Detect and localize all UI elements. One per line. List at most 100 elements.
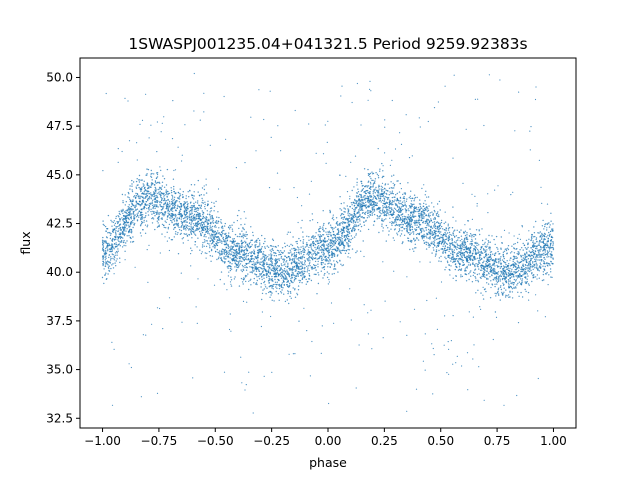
data-point	[159, 190, 161, 193]
data-point	[393, 185, 395, 187]
data-point	[111, 230, 114, 233]
data-point	[338, 231, 340, 233]
data-point	[531, 255, 533, 257]
data-point	[302, 241, 304, 243]
data-point	[243, 254, 245, 256]
data-point	[278, 259, 280, 262]
data-point	[504, 280, 507, 283]
data-point	[527, 270, 529, 272]
data-point	[438, 237, 441, 240]
data-point	[515, 256, 517, 258]
data-point	[279, 267, 282, 269]
data-point	[233, 249, 235, 251]
data-point	[521, 279, 523, 282]
data-point	[205, 221, 207, 223]
data-point	[319, 249, 322, 251]
data-point	[115, 250, 118, 253]
data-point	[169, 202, 171, 204]
data-point	[121, 193, 124, 196]
data-point	[250, 278, 252, 280]
data-point	[271, 260, 273, 263]
data-point	[261, 292, 264, 295]
data-point	[540, 260, 543, 262]
data-point	[342, 221, 344, 223]
data-point	[318, 249, 320, 251]
data-point	[156, 204, 158, 206]
data-point	[386, 202, 388, 204]
data-point	[285, 275, 287, 278]
data-point	[143, 180, 145, 182]
data-point	[206, 242, 209, 245]
data-point	[540, 238, 543, 240]
data-point	[481, 246, 483, 248]
data-point	[183, 213, 186, 216]
data-point	[209, 218, 212, 220]
data-point	[340, 202, 342, 205]
data-point	[485, 274, 488, 276]
data-point	[537, 267, 539, 269]
data-point	[497, 289, 499, 291]
data-point	[401, 230, 403, 232]
data-point	[464, 230, 467, 232]
data-point	[383, 219, 386, 221]
data-point	[139, 232, 142, 234]
data-point	[240, 256, 242, 259]
data-point	[114, 222, 117, 225]
data-point	[460, 251, 462, 253]
data-point	[132, 222, 134, 224]
data-point	[327, 263, 329, 265]
data-point	[525, 239, 528, 242]
data-point	[474, 276, 476, 278]
data-point	[308, 246, 310, 249]
data-point	[416, 196, 418, 199]
data-point	[529, 266, 532, 268]
data-point	[340, 213, 343, 215]
data-point	[109, 244, 111, 247]
data-point	[413, 200, 415, 202]
data-point	[123, 234, 126, 237]
data-point	[453, 244, 456, 247]
data-point	[209, 247, 211, 249]
data-point	[155, 182, 157, 184]
data-point	[102, 247, 104, 250]
data-point	[523, 260, 525, 262]
data-point	[308, 236, 310, 238]
data-point	[449, 254, 451, 257]
data-point	[376, 218, 378, 220]
data-point	[314, 235, 316, 238]
data-point	[463, 254, 465, 256]
data-point	[485, 290, 487, 293]
data-point	[155, 190, 157, 192]
data-point	[548, 226, 551, 228]
data-point	[287, 252, 290, 254]
data-point	[400, 226, 402, 229]
data-point	[347, 222, 349, 224]
data-point	[230, 285, 233, 287]
data-point	[413, 209, 415, 211]
data-point	[368, 180, 370, 182]
data-point	[163, 194, 165, 196]
data-point	[507, 275, 509, 277]
data-point	[154, 204, 156, 206]
data-point	[296, 294, 299, 296]
data-point	[505, 277, 508, 279]
data-point	[157, 206, 159, 208]
data-point	[340, 263, 342, 265]
data-point	[535, 260, 537, 262]
data-point	[102, 246, 105, 249]
data-point	[521, 247, 523, 249]
data-point	[435, 249, 438, 251]
data-point	[340, 230, 342, 233]
data-point	[280, 255, 283, 258]
data-point	[449, 238, 451, 241]
data-point	[188, 210, 191, 212]
data-point	[438, 249, 440, 252]
data-point	[400, 233, 403, 235]
data-point	[296, 242, 298, 245]
data-point	[407, 208, 410, 210]
data-point	[170, 191, 173, 194]
data-point	[336, 249, 338, 251]
data-point	[217, 222, 219, 224]
data-point	[281, 264, 283, 267]
data-point	[124, 204, 127, 206]
